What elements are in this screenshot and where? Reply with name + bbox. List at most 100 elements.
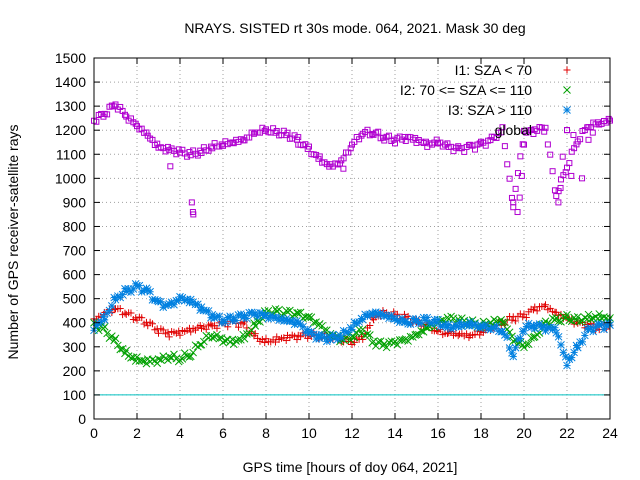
data-point [295, 141, 302, 148]
data-point [579, 175, 586, 182]
data-point [358, 132, 365, 139]
data-point [196, 321, 204, 329]
data-point [476, 140, 483, 147]
x-tick-label: 2 [133, 425, 141, 441]
data-point [164, 143, 171, 150]
data-point [116, 305, 124, 313]
data-point [591, 323, 600, 332]
data-point [390, 136, 397, 143]
data-point [358, 315, 367, 324]
data-point [566, 160, 573, 167]
data-point [366, 322, 374, 330]
legend-marker [563, 66, 571, 74]
data-point [463, 330, 471, 338]
data-point [221, 336, 230, 345]
plot-area [90, 101, 614, 370]
data-point [200, 337, 208, 346]
legend-marker [564, 127, 570, 133]
series-3 [90, 280, 614, 370]
legend-marker [563, 106, 571, 114]
data-point [107, 332, 116, 341]
data-point [517, 153, 524, 160]
data-point [193, 300, 202, 309]
data-point [585, 136, 592, 143]
data-point [540, 302, 548, 310]
data-point [497, 315, 506, 324]
data-point [563, 310, 571, 319]
data-point [487, 137, 494, 144]
data-point [217, 334, 226, 342]
y-tick-label: 600 [63, 267, 87, 283]
data-point [337, 333, 346, 342]
y-tick-label: 1500 [55, 50, 86, 66]
data-point [401, 134, 408, 141]
y-tick-label: 700 [63, 243, 87, 259]
data-point [186, 352, 195, 361]
x-tick-label: 18 [473, 425, 489, 441]
x-tick-label: 6 [219, 425, 227, 441]
data-point [444, 140, 451, 147]
x-tick-label: 0 [90, 425, 98, 441]
data-point [382, 343, 391, 352]
data-point [295, 134, 302, 141]
data-point [127, 309, 135, 317]
data-point [180, 349, 189, 358]
y-tick-label: 900 [63, 194, 87, 210]
data-point [305, 312, 313, 321]
data-point [559, 153, 566, 160]
data-point [243, 330, 251, 338]
data-point [570, 132, 577, 139]
data-point [552, 313, 561, 322]
data-point [234, 323, 242, 331]
data-point [476, 331, 484, 339]
data-point [202, 325, 210, 333]
data-point [348, 325, 356, 334]
data-point [208, 333, 217, 342]
data-point [508, 194, 515, 201]
data-point [347, 145, 354, 152]
data-point [306, 143, 312, 150]
x-axis-label: GPS time [hours of doy 064, 2021] [243, 459, 458, 475]
data-point [557, 310, 565, 318]
data-point [391, 337, 399, 346]
data-point [516, 334, 525, 343]
data-point [247, 326, 256, 335]
data-point [605, 115, 612, 122]
data-point [176, 331, 184, 339]
data-point [240, 334, 249, 343]
data-point [412, 330, 421, 339]
y-tick-label: 1400 [55, 74, 86, 90]
data-point [369, 130, 376, 137]
data-point [297, 333, 305, 341]
data-point [100, 322, 109, 331]
data-point [565, 355, 574, 364]
data-point [110, 336, 119, 345]
data-point [186, 149, 193, 156]
data-point [510, 204, 517, 211]
data-point [411, 331, 420, 339]
y-tick-label: 200 [63, 363, 87, 379]
y-tick-label: 1300 [55, 98, 86, 114]
data-point [374, 337, 383, 346]
data-point [583, 315, 592, 324]
data-point [563, 361, 571, 370]
data-point [261, 339, 269, 347]
y-axis-label: Number of GPS receiver-satellite rays [5, 125, 21, 360]
legend-label: I1: SZA < 70 [455, 62, 533, 78]
data-point [589, 129, 596, 136]
data-point [107, 302, 116, 310]
data-point [213, 324, 221, 332]
data-point [542, 124, 549, 131]
data-point [189, 348, 197, 357]
data-point [316, 153, 323, 160]
legend: I1: SZA < 70 I2: 70 <= SZA <= 110 I3: SZA … [400, 62, 571, 138]
data-point [567, 317, 576, 326]
data-point [567, 353, 576, 362]
data-point [549, 168, 556, 175]
x-tick-label: 22 [559, 425, 575, 441]
data-point [511, 343, 520, 352]
data-point [498, 318, 507, 327]
data-point [100, 316, 109, 324]
data-point [232, 337, 240, 345]
